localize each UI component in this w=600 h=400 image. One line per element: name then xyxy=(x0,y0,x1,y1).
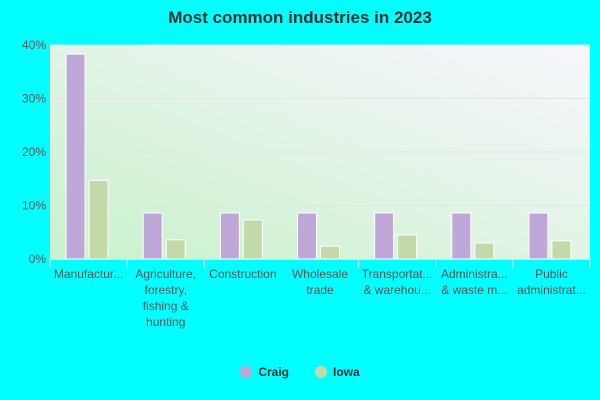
legend-item-iowa: Iowa xyxy=(315,365,360,379)
x-category-label-line: & waste m... xyxy=(441,283,507,297)
x-category-label-line: Construction xyxy=(209,267,276,281)
x-category-label-line: Agriculture, xyxy=(135,267,196,281)
bar-craig xyxy=(65,53,86,260)
y-tick-label: 0% xyxy=(29,252,47,266)
y-tick-label: 40% xyxy=(22,38,46,52)
bar-iowa xyxy=(397,234,418,260)
x-category-label: Wholesale trade xyxy=(292,267,348,297)
x-category-label: Public administrat... xyxy=(517,267,586,297)
chart-title: Most common industries in 2023 xyxy=(168,8,432,27)
bar-craig xyxy=(374,212,395,260)
x-category-label-line: Manufactur... xyxy=(54,267,123,281)
legend-label: Iowa xyxy=(333,365,360,379)
x-category-label: Administra... & waste m... xyxy=(441,267,508,297)
x-category-label-line: trade xyxy=(306,283,334,297)
x-category-label-line: Public xyxy=(535,267,568,281)
x-category-label: Construction xyxy=(209,267,276,281)
x-category-label-line: Transportat... xyxy=(362,267,433,281)
bar-craig xyxy=(451,212,472,260)
bar-iowa xyxy=(551,240,572,260)
x-category-label-line: administrat... xyxy=(517,283,586,297)
bar-craig xyxy=(142,212,163,260)
x-category-label: Transportat... & warehou... xyxy=(362,267,433,297)
legend-swatch-craig xyxy=(240,366,253,378)
x-category-label-line: Administra... xyxy=(441,267,508,281)
x-category-label-line: fishing & xyxy=(143,299,189,313)
legend-item-craig: Craig xyxy=(240,365,289,379)
bar-iowa xyxy=(320,245,340,260)
y-tick-label: 10% xyxy=(22,199,46,213)
legend-label: Craig xyxy=(258,365,289,379)
bar-craig xyxy=(297,212,317,260)
x-category-label-line: Wholesale xyxy=(292,267,348,281)
bar-iowa xyxy=(242,219,263,260)
x-category-label-line: hunting xyxy=(146,315,185,329)
x-category-label: Agriculture, forestry, fishing & hunting xyxy=(135,267,196,329)
x-category-label-line: forestry, xyxy=(144,283,186,297)
bar-iowa xyxy=(474,242,495,260)
bar-craig xyxy=(219,212,240,260)
bar-iowa xyxy=(88,179,109,260)
x-category-label-line: & warehou... xyxy=(363,283,430,297)
x-category-label: Manufactur... xyxy=(54,267,123,281)
bar-craig xyxy=(528,212,549,260)
y-tick-label: 30% xyxy=(22,92,46,106)
legend-swatch-iowa xyxy=(315,366,327,378)
y-tick-label: 20% xyxy=(22,145,46,159)
bar-iowa xyxy=(165,239,186,260)
legend: Craig Iowa xyxy=(0,365,600,379)
